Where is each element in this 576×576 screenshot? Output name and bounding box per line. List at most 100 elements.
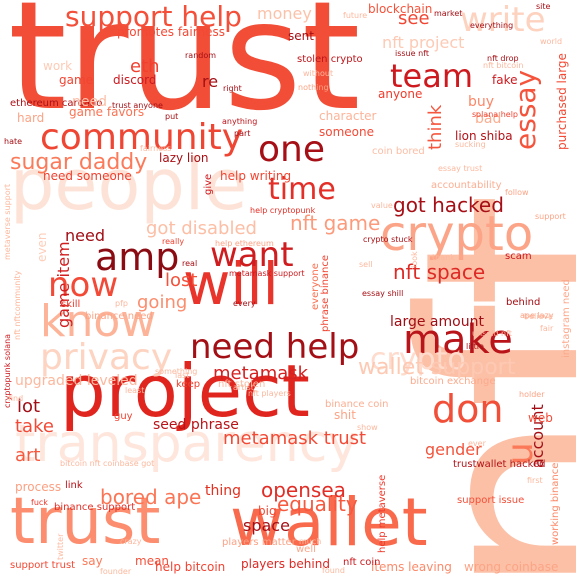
word-game: game <box>59 73 94 87</box>
word-phrase-binance: phrase binance <box>320 254 331 332</box>
word-take: take <box>15 416 54 437</box>
word-space: space <box>243 516 290 535</box>
word-fair: fair <box>540 324 554 333</box>
word-binance-coin: binance coin <box>325 399 389 410</box>
word-world: world <box>540 37 563 46</box>
word-trust-anyone: trust anyone <box>112 101 163 110</box>
word-game-item: game item <box>54 241 73 328</box>
word-now: now <box>48 265 119 305</box>
word-ape-lazy: ape lazy <box>520 311 554 320</box>
word-help-cryptopunk: help cryptopunk <box>250 206 316 215</box>
word-money: money <box>257 4 312 23</box>
word-nft-bitcoin: nft bitcoin <box>483 61 524 70</box>
word-upgraded-leveled: upgraded leveled <box>15 373 138 389</box>
word-got-hacked: got hacked <box>393 193 504 217</box>
word-really: really <box>162 237 185 246</box>
word-sucking: sucking <box>455 140 486 149</box>
word-metamask: metamask <box>213 363 309 384</box>
word-binance-need: binance need <box>85 311 153 322</box>
word-will: will <box>183 250 279 318</box>
word-site: site <box>536 2 551 11</box>
word-eth: eth <box>130 56 160 77</box>
word-every: every <box>233 299 256 308</box>
word-write: write <box>460 0 546 40</box>
word-found: found <box>322 566 345 575</box>
word-real: real <box>182 259 198 268</box>
word-crypto-main: crypto <box>380 206 534 262</box>
word-ever: ever <box>468 439 486 448</box>
word-help-ethereum: help ethereum <box>215 239 274 248</box>
word-someone: someone <box>319 125 374 139</box>
word-people: people <box>10 144 248 226</box>
word-project: project <box>60 349 310 433</box>
word-part: part <box>234 129 251 138</box>
word-market: market <box>434 9 463 18</box>
word-working-binance: working binance <box>550 462 561 545</box>
word-promotes-fairness: promotes fairness <box>117 25 225 39</box>
word-nft-space: nft space <box>393 260 486 284</box>
word-seed-phrase: seed phrase <box>153 417 239 433</box>
word-scam: scam <box>505 251 532 262</box>
word-make: make <box>403 317 513 363</box>
word-hard: hard <box>17 111 45 125</box>
word-crypto-faded: crypto <box>370 342 466 377</box>
word-opensea: opensea <box>261 478 346 502</box>
word-community: community <box>40 117 244 158</box>
word-look: look <box>410 251 419 268</box>
word-guy: guy <box>114 411 133 422</box>
word-nft-nftcommunity: nft nftcommunity <box>13 270 22 340</box>
word-random: random <box>185 51 217 60</box>
word-lion-shiba: lion shiba <box>455 129 513 143</box>
word-trust-large: trust <box>8 0 361 144</box>
word-one: one <box>258 129 325 170</box>
word-fake: fake <box>492 73 518 87</box>
word-least: least <box>125 386 145 395</box>
word-bad: bad <box>475 111 502 127</box>
word-support-small: support <box>535 212 566 221</box>
word-big: big <box>258 504 277 518</box>
word-don: don <box>432 387 504 431</box>
word-see: see <box>398 8 430 29</box>
word-without: without <box>303 69 334 78</box>
word-players-matter: players matter <box>222 537 296 548</box>
word-ethereum-cardano: ethereum cardano <box>10 98 103 109</box>
word-work: work <box>43 59 73 73</box>
word-large-amount: large amount <box>390 314 484 330</box>
word-follow: follow <box>505 188 529 197</box>
word-essay-shill: essay shill <box>362 289 404 298</box>
word-well: well <box>296 544 316 555</box>
word-everything: everything <box>470 21 514 30</box>
word-nft-drop: nft drop <box>487 54 519 63</box>
word-trust-bottom: trust <box>10 485 161 559</box>
word-privacy: privacy <box>40 337 173 378</box>
word-re: re <box>202 72 219 91</box>
word-future: future <box>343 11 368 20</box>
word-nft-players: nft players <box>248 389 291 398</box>
word-fuck: fuck <box>31 498 48 507</box>
word-bitcoin-nft-coinbase: bitcoin nft coinbase got <box>60 459 155 468</box>
word-items-leaving: items leaving <box>371 560 452 574</box>
word-coin-bored: coin bored <box>372 146 425 157</box>
word-link: link <box>65 480 83 491</box>
word-put: put <box>165 112 179 121</box>
word-accountability: accountability <box>431 180 502 191</box>
word-help-writing: help writing <box>220 169 292 183</box>
word-wrong-coinbase: wrong coinbase <box>464 560 559 574</box>
word-little: little <box>466 342 484 351</box>
word-show: show <box>357 423 378 432</box>
word-pfp: pfp <box>115 299 128 308</box>
word-sell: sell <box>359 260 373 269</box>
word-give: give <box>203 173 214 195</box>
word-trustwallet-hacked: trustwallet hacked <box>453 459 546 470</box>
word-lost: lost <box>165 270 198 291</box>
word-unsold-nft: unsold nft <box>472 329 512 338</box>
word-hate: hate <box>4 137 23 146</box>
word-discord: discord <box>113 73 157 87</box>
word-say: say <box>82 554 103 568</box>
word-essay-trust: essay trust <box>438 164 483 173</box>
word-team: team <box>390 57 474 95</box>
word-issue-nft: issue nft <box>395 49 429 58</box>
word-purchased-large: purchased large <box>555 53 569 150</box>
word-wallet: wallet <box>230 484 428 561</box>
